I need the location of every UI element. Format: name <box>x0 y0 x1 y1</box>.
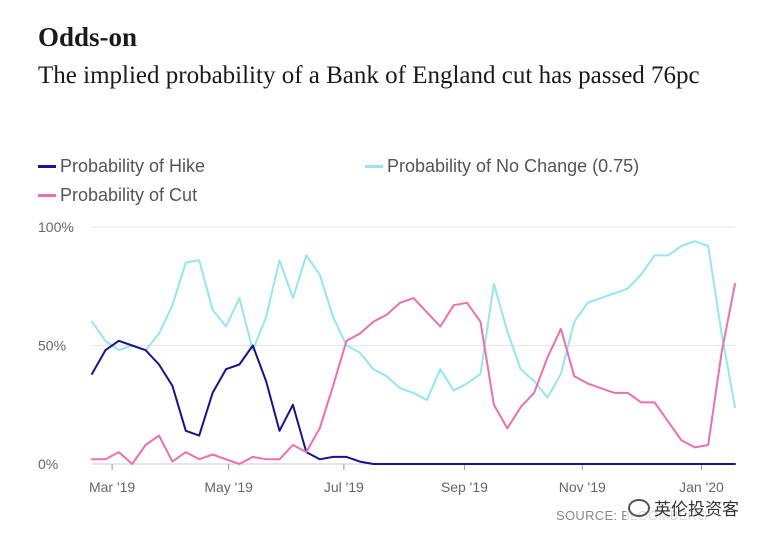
x-axis-ticks: Mar '19 May '19 Jul '19 Sep '19 Nov '19 Jan '… <box>89 464 724 495</box>
watermark: 英伦投资客 <box>626 495 741 520</box>
x-tick-label: Jan '20 <box>679 479 724 495</box>
wechat-icon <box>628 498 650 517</box>
x-tick-label: Jul '19 <box>324 479 364 495</box>
series-line-probability-of-hike <box>91 339 736 465</box>
legend-label-cut: Probability of Cut <box>60 185 198 205</box>
legend-item-hike: Probability of Hike <box>38 156 205 177</box>
chart-title: Odds-on <box>38 22 138 52</box>
legend-swatch-hike <box>38 165 56 168</box>
y-tick-label: 100% <box>38 219 74 235</box>
x-tick-label: Nov '19 <box>559 479 606 495</box>
legend-swatch-no-change <box>365 165 383 168</box>
y-tick-label: 0% <box>38 456 58 472</box>
legend-label-no-change: Probability of No Change (0.75) <box>387 156 640 176</box>
legend-item-no-change: Probability of No Change (0.75) <box>365 156 639 177</box>
series-line-probability-of-no-change-0-75 <box>91 240 736 409</box>
series-line-probability-of-cut <box>91 282 736 465</box>
series-lines <box>91 240 736 465</box>
watermark-text: 英伦投资客 <box>654 500 739 519</box>
legend-label-hike: Probability of Hike <box>60 156 206 176</box>
x-tick-label: Sep '19 <box>441 479 488 495</box>
y-axis-ticks: 0% 50% 100% <box>38 219 74 472</box>
y-tick-label: 50% <box>38 338 66 354</box>
x-tick-label: Mar '19 <box>89 479 135 495</box>
chart-subtitle: The implied probability of a Bank of Eng… <box>38 62 700 89</box>
x-tick-label: May '19 <box>204 479 253 495</box>
legend-item-cut: Probability of Cut <box>38 185 197 206</box>
legend-swatch-cut <box>38 194 56 197</box>
